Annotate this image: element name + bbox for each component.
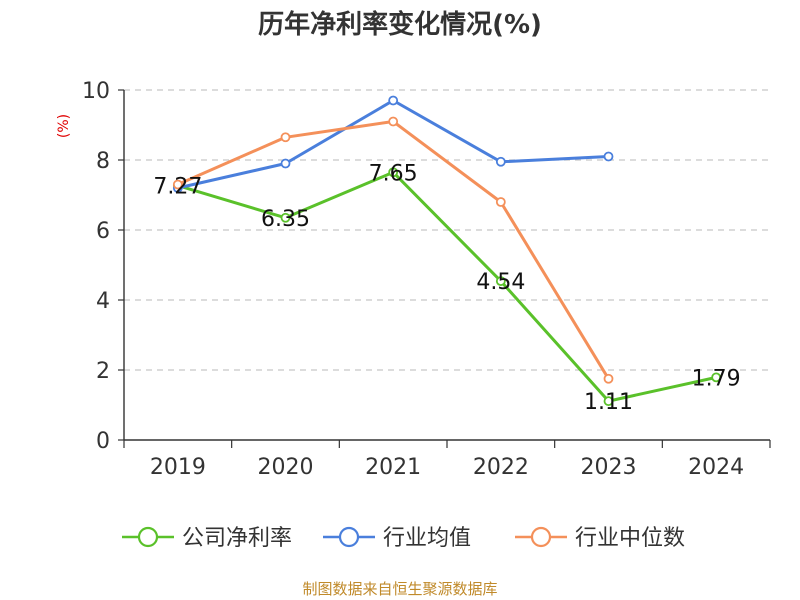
x-tick-label: 2020: [258, 455, 314, 480]
legend-label: 行业中位数: [575, 526, 685, 551]
y-tick-label: 10: [82, 79, 110, 104]
data-label: 1.79: [692, 366, 741, 391]
data-label: 6.35: [261, 207, 310, 232]
chart-title: 历年净利率变化情况(%): [258, 9, 542, 40]
x-tick-label: 2024: [688, 455, 744, 480]
legend-item[interactable]: 行业中位数: [515, 526, 685, 551]
data-point: [603, 373, 614, 384]
data-label: 7.27: [153, 175, 202, 200]
x-tick-label: 2022: [473, 455, 529, 480]
legend-label: 公司净利率: [182, 526, 292, 551]
series-line: [177, 170, 717, 403]
data-point: [603, 151, 614, 162]
data-point: [495, 276, 506, 287]
y-tick-label: 8: [96, 149, 110, 174]
y-tick-label: 6: [96, 219, 110, 244]
data-point: [280, 132, 291, 143]
data-point: [388, 167, 399, 178]
data-point: [711, 372, 722, 383]
data-point: [280, 212, 291, 223]
legend-item[interactable]: 公司净利率: [122, 526, 292, 551]
data-point: [495, 197, 506, 207]
legend-swatch-marker: [137, 526, 159, 548]
data-label: 4.54: [476, 270, 525, 295]
data-point: [603, 396, 614, 407]
source-note: 制图数据来自恒生聚源数据库: [302, 580, 497, 598]
y-tick-label: 4: [96, 289, 110, 314]
x-tick-label: 2021: [365, 455, 421, 480]
x-tick-label: 2019: [150, 455, 206, 480]
y-axis-label: (%): [56, 114, 72, 138]
legend-swatch-marker: [530, 526, 552, 548]
data-label: 7.65: [369, 161, 418, 186]
data-point: [388, 95, 399, 106]
y-tick-label: 2: [96, 359, 110, 384]
data-point: [495, 156, 506, 167]
data-label: 1.11: [584, 390, 633, 415]
legend-label: 行业均值: [383, 526, 471, 551]
legend-swatch-marker: [338, 526, 360, 548]
legend-item[interactable]: 行业均值: [323, 526, 471, 551]
data-point: [388, 116, 399, 127]
x-tick-label: 2023: [581, 455, 637, 480]
data-point: [172, 179, 183, 190]
y-tick-label: 0: [96, 429, 110, 454]
data-point: [280, 158, 291, 169]
